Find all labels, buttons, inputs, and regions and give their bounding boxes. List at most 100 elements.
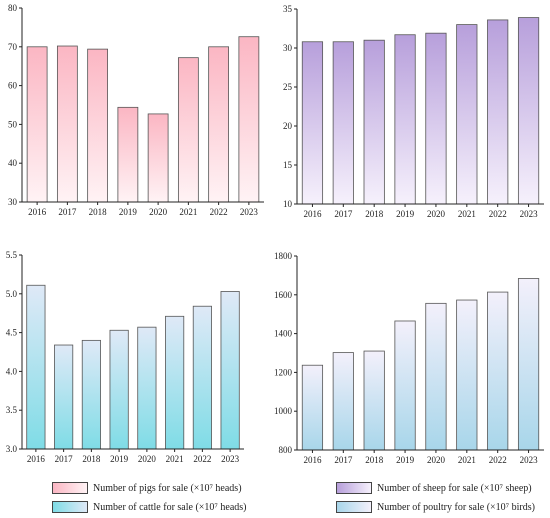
- pigs-y-tick-label: 30: [8, 197, 18, 207]
- cattle-y-tick-label: 5.0: [6, 289, 18, 299]
- pigs-bar-2021: [177, 57, 199, 203]
- pigs-x-tick-label: 2016: [28, 207, 47, 217]
- poultry-y-tick-label: 1400: [274, 329, 293, 339]
- poultry-bar-2023: [517, 278, 540, 451]
- cattle-x-tick-label: 2019: [110, 454, 129, 464]
- sheep-bar-2020: [425, 32, 447, 205]
- cattle-bar-2023: [220, 291, 240, 450]
- sheep-y-tick-label: 15: [283, 160, 293, 170]
- pigs-y-tick-label: 60: [8, 81, 18, 91]
- poultry-y-tick-label: 1000: [274, 406, 293, 416]
- pigs-bar-2020: [147, 113, 169, 203]
- sheep-y-tick-label: 30: [283, 43, 293, 53]
- cattle-x-tick-label: 2020: [138, 454, 157, 464]
- cattle-x-tick-label: 2023: [221, 454, 240, 464]
- poultry-bar-2021: [456, 299, 478, 451]
- poultry-x-tick-label: 2022: [489, 455, 507, 465]
- cattle-y-tick-label: 3.0: [6, 444, 18, 454]
- poultry-bar-2016: [301, 364, 324, 451]
- legend-pigs: Number of pigs for sale (×10⁷ heads): [52, 482, 242, 494]
- pigs-y-tick-label: 40: [8, 158, 18, 168]
- legend-label-poultry: Number of poultry for sale (×10⁷ birds): [377, 501, 535, 513]
- sheep-bar-2021: [456, 24, 478, 205]
- pigs-x-tick-label: 2017: [58, 207, 77, 217]
- cattle-bar-2022: [192, 305, 212, 450]
- legend-label-cattle: Number of cattle for sale (×10⁷ heads): [93, 501, 247, 513]
- cattle-bar-2021: [165, 315, 185, 450]
- cattle-y-tick-label: 5.5: [6, 250, 18, 260]
- poultry-x-tick-label: 2021: [458, 455, 476, 465]
- cattle-x-tick-label: 2018: [82, 454, 101, 464]
- sheep-y-tick-label: 10: [283, 199, 293, 209]
- sheep-y-tick-label: 35: [283, 4, 293, 14]
- poultry-bar-2020: [425, 302, 447, 451]
- cattle-y-tick-label: 3.5: [6, 405, 18, 415]
- cattle-x-tick-label: 2022: [193, 454, 211, 464]
- poultry-y-tick-label: 800: [279, 445, 293, 455]
- sheep-bar-2022: [487, 19, 509, 205]
- sheep-y-tick-label: 20: [283, 121, 293, 131]
- cattle-y-tick-label: 4.5: [6, 328, 18, 338]
- pigs-bar-2018: [87, 48, 108, 203]
- poultry-chart: 800 1000 1200 1400 1600 1800 2016 2017 2018 2019 2…: [274, 251, 544, 465]
- sheep-x-tick-label: 2018: [365, 209, 384, 219]
- sheep-chart: 10 15 20 25 30 35 2016 2017 2018 2019 2020 2021 2022…: [283, 4, 544, 219]
- poultry-x-tick-label: 2018: [365, 455, 384, 465]
- legend-label-sheep: Number of sheep for sale (×10⁷ sheep): [377, 482, 532, 494]
- sheep-bar-2017: [332, 41, 354, 205]
- cattle-chart: 3.0 3.5 4.0 4.5 5.0 5.5 2016 2017 2018 2019 2020 20…: [6, 250, 244, 464]
- sheep-bar-2018: [363, 39, 385, 205]
- poultry-y-tick-label: 1800: [274, 251, 293, 261]
- poultry-x-tick-label: 2023: [520, 455, 539, 465]
- cattle-bar-2019: [109, 329, 129, 450]
- cattle-x-tick-label: 2016: [27, 454, 46, 464]
- legend-swatch-sheep: [336, 482, 372, 494]
- sheep-y-tick-label: 25: [283, 82, 293, 92]
- pigs-chart: 30 40 50 60 70 80 2016 2017 2018 2019 2020 2021 2022…: [8, 3, 264, 217]
- legend-sheep: Number of sheep for sale (×10⁷ sheep): [336, 482, 532, 494]
- pigs-x-tick-label: 2021: [179, 207, 197, 217]
- sheep-x-tick-label: 2016: [303, 209, 322, 219]
- pigs-x-tick-label: 2020: [149, 207, 168, 217]
- cattle-bar-2016: [26, 284, 46, 450]
- sheep-bar-2019: [394, 34, 416, 205]
- poultry-y-tick-label: 1600: [274, 290, 293, 300]
- cattle-x-tick-label: 2017: [55, 454, 74, 464]
- sheep-x-tick-label: 2017: [334, 209, 353, 219]
- sheep-bar-2023: [517, 17, 540, 205]
- cattle-bar-2018: [81, 339, 101, 450]
- poultry-bar-2022: [487, 291, 509, 451]
- cattle-bar-2017: [54, 344, 74, 450]
- pigs-y-tick-label: 70: [8, 42, 18, 52]
- legend-cattle: Number of cattle for sale (×10⁷ heads): [52, 501, 247, 513]
- pigs-y-tick-label: 50: [8, 119, 18, 129]
- poultry-bar-2019: [394, 320, 416, 451]
- legend-swatch-pigs: [52, 482, 88, 494]
- cattle-x-tick-label: 2021: [166, 454, 184, 464]
- cattle-bar-2020: [137, 326, 157, 450]
- pigs-x-tick-label: 2023: [240, 207, 259, 217]
- legend-swatch-poultry: [336, 501, 372, 513]
- sheep-x-tick-label: 2023: [520, 209, 539, 219]
- legend-label-pigs: Number of pigs for sale (×10⁷ heads): [93, 482, 242, 494]
- pigs-x-tick-label: 2018: [89, 207, 108, 217]
- legend-swatch-cattle: [52, 501, 88, 513]
- poultry-bar-2018: [363, 350, 385, 451]
- poultry-x-tick-label: 2017: [334, 455, 353, 465]
- pigs-bar-2017: [56, 45, 78, 203]
- sheep-x-tick-label: 2022: [489, 209, 507, 219]
- poultry-x-tick-label: 2016: [303, 455, 322, 465]
- poultry-x-tick-label: 2020: [427, 455, 446, 465]
- legend-poultry: Number of poultry for sale (×10⁷ birds): [336, 501, 535, 513]
- pigs-bar-2022: [208, 46, 229, 203]
- pigs-x-tick-label: 2022: [210, 207, 228, 217]
- poultry-bar-2017: [332, 352, 354, 451]
- sheep-x-tick-label: 2019: [396, 209, 415, 219]
- sheep-x-tick-label: 2021: [458, 209, 476, 219]
- pigs-x-tick-label: 2019: [119, 207, 138, 217]
- sheep-x-tick-label: 2020: [427, 209, 446, 219]
- cattle-y-tick-label: 4.0: [6, 366, 18, 376]
- pigs-bar-2016: [26, 46, 48, 203]
- pigs-bar-2019: [117, 106, 139, 203]
